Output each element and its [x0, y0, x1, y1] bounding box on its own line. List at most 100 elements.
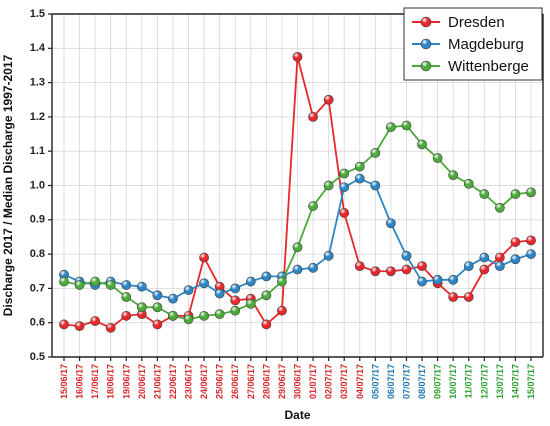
data-point — [463, 178, 474, 189]
x-tick-label: 25/06/17 — [215, 364, 225, 399]
data-point — [323, 94, 334, 105]
data-point — [448, 292, 459, 302]
data-point — [463, 292, 474, 302]
data-point — [401, 250, 412, 261]
data-point — [308, 112, 318, 122]
legend: Dresden Magdeburg Wittenberge — [403, 7, 543, 81]
data-point — [354, 161, 365, 172]
data-point — [479, 189, 490, 199]
data-point — [230, 295, 241, 306]
data-point — [90, 276, 101, 287]
data-point — [90, 316, 101, 326]
x-tick-label: 26/06/17 — [230, 364, 240, 399]
x-tick-label: 12/07/17 — [479, 364, 489, 399]
data-point — [152, 319, 163, 330]
data-point — [168, 310, 178, 321]
y-axis-title: Discharge 2017 / Median Discharge 1997-2… — [1, 54, 15, 316]
data-point — [417, 261, 427, 272]
data-point — [308, 262, 318, 273]
y-tick-label: 0.7 — [30, 282, 45, 294]
x-tick-label: 20/06/17 — [137, 364, 147, 399]
x-tick-label: 14/07/17 — [510, 364, 520, 399]
data-point — [323, 250, 334, 261]
legend-marker — [420, 38, 432, 50]
x-tick-label: 10/07/17 — [448, 364, 458, 399]
x-tick-label: 23/06/17 — [184, 364, 194, 399]
data-point — [121, 280, 132, 290]
data-point — [292, 51, 303, 62]
data-point — [526, 235, 536, 246]
data-point — [448, 170, 459, 181]
data-point — [245, 276, 256, 287]
data-point — [230, 305, 241, 316]
data-point — [245, 298, 256, 309]
data-point — [339, 182, 350, 193]
x-tick-label: 04/07/17 — [355, 364, 365, 399]
data-point — [385, 122, 396, 133]
data-point — [214, 288, 225, 299]
data-point — [510, 254, 521, 265]
data-point — [199, 310, 209, 321]
x-axis-title: Date — [284, 408, 310, 422]
data-point — [370, 180, 381, 191]
y-tick-label: 1.1 — [30, 145, 45, 157]
data-point — [292, 242, 303, 253]
legend-label: Wittenberge — [448, 58, 529, 75]
legend-marker — [420, 60, 432, 72]
x-tick-label: 16/06/17 — [75, 364, 85, 399]
x-tick-label: 21/06/17 — [152, 364, 162, 399]
y-tick-label: 1.3 — [30, 77, 45, 89]
data-point — [417, 276, 427, 287]
data-point — [183, 314, 194, 325]
data-point — [526, 249, 536, 259]
data-point — [199, 252, 209, 263]
data-point — [105, 280, 116, 290]
legend-item: Wittenberge — [412, 58, 529, 75]
data-point — [323, 180, 334, 191]
data-point — [339, 208, 350, 218]
legend-label: Dresden — [448, 14, 505, 31]
data-point — [74, 321, 85, 332]
data-point — [463, 261, 474, 272]
x-tick-label: 08/07/17 — [417, 364, 427, 399]
x-tick-label: 18/06/17 — [106, 364, 116, 399]
x-tick-label: 22/06/17 — [168, 364, 178, 399]
y-tick-label: 1.2 — [30, 111, 45, 123]
data-point — [105, 322, 116, 333]
data-point — [168, 293, 178, 304]
x-tick-label: 06/07/17 — [386, 364, 396, 399]
data-point — [152, 302, 163, 313]
data-point — [292, 264, 303, 275]
legend-item: Magdeburg — [412, 36, 524, 53]
data-point — [354, 261, 365, 272]
data-point — [417, 139, 427, 150]
y-tick-label: 0.9 — [30, 214, 45, 226]
legend-marker — [420, 16, 432, 28]
data-point — [121, 292, 132, 302]
data-point — [354, 173, 365, 184]
series-wittenberge — [59, 120, 536, 325]
x-tick-label: 09/07/17 — [433, 364, 443, 399]
x-tick-label: 01/07/17 — [308, 364, 318, 399]
data-point — [510, 189, 521, 199]
legend-item: Dresden — [412, 14, 505, 31]
data-point — [308, 201, 318, 211]
data-point — [59, 319, 69, 330]
y-tick-label: 0.8 — [30, 248, 45, 260]
series-dresden — [59, 51, 536, 333]
x-tick-label: 24/06/17 — [199, 364, 209, 399]
data-point — [479, 264, 490, 275]
data-point — [277, 276, 287, 287]
data-point — [199, 278, 209, 289]
x-tick-label: 19/06/17 — [121, 364, 131, 399]
x-tick-label: 15/07/17 — [526, 364, 536, 399]
data-point — [136, 281, 147, 292]
data-point — [385, 218, 396, 229]
data-point — [448, 274, 459, 285]
x-tick-label: 29/06/17 — [277, 364, 287, 399]
y-tick-label: 0.6 — [30, 317, 45, 329]
data-point — [370, 266, 381, 277]
data-point — [136, 302, 147, 313]
